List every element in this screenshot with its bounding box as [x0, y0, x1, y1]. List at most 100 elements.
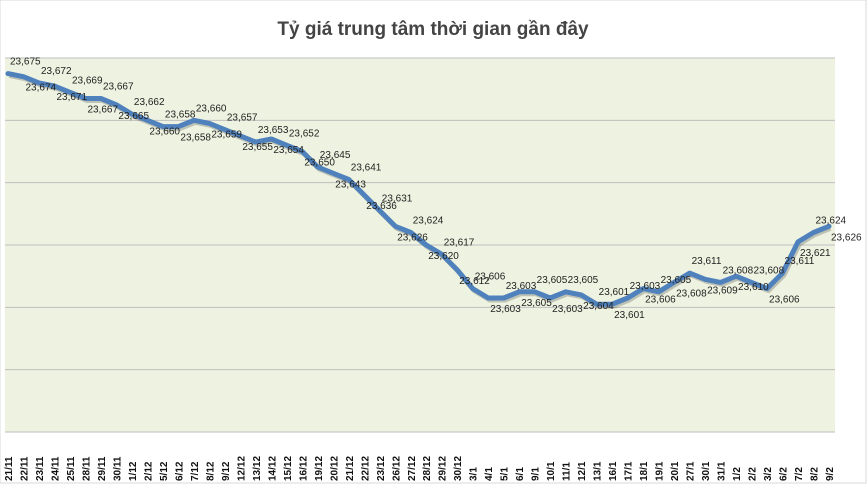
data-label: 23,659: [211, 129, 242, 140]
x-tick-label: 23/12: [376, 456, 387, 481]
x-tick-label: 7/2: [794, 467, 805, 481]
x-tick-label: 21/12: [345, 456, 356, 481]
data-label: 23,620: [428, 251, 459, 262]
x-tick-label: 1/2: [732, 467, 743, 481]
x-tick-label: 5/12: [159, 461, 170, 481]
data-label: 23,624: [413, 216, 444, 227]
marks: [5, 71, 832, 309]
x-tick-label: 26/12: [391, 456, 402, 481]
data-label: 23,603: [490, 304, 521, 315]
data-label: 23,603: [630, 281, 661, 292]
x-tick-label: 8/2: [810, 467, 821, 481]
x-tick-label: 8/12: [205, 461, 216, 481]
chart-title: Tỷ giá trung tâm thời gian gần đây: [277, 19, 589, 40]
x-tick-label: 27/1: [686, 461, 697, 481]
data-label: 23,650: [304, 158, 335, 169]
data-label: 23,601: [614, 310, 645, 321]
x-tick-label: 19/12: [314, 456, 325, 481]
data-label: 23,660: [149, 126, 180, 137]
x-tick-label: 2/2: [748, 467, 759, 481]
data-label: 23,608: [723, 265, 754, 276]
data-label: 23,655: [242, 142, 273, 153]
data-label: 23,604: [583, 301, 614, 312]
data-label: 23,603: [506, 281, 537, 292]
x-tick-label: 2/12: [143, 461, 154, 481]
x-tick-label: 7/12: [190, 461, 201, 481]
x-tick-label: 13/12: [252, 456, 263, 481]
data-label: 23,608: [676, 288, 707, 299]
data-line: [5, 71, 832, 307]
data-label: 23,605: [521, 298, 552, 309]
data-label: 23,658: [165, 110, 196, 121]
x-tick-label: 6/12: [174, 461, 185, 481]
x-tick-label: 16/1: [608, 461, 619, 481]
x-tick-label: 1/12: [128, 461, 139, 481]
data-label: 23,660: [196, 103, 227, 114]
x-tick-label: 21/11: [4, 456, 15, 481]
data-label: 23,624: [816, 216, 847, 227]
data-label: 23,606: [645, 295, 676, 306]
data-label: 23,662: [134, 97, 165, 108]
data-label: 23,605: [537, 275, 568, 286]
data-label: 23,611: [692, 256, 722, 267]
x-tick-label: 10/1: [546, 461, 557, 481]
x-tick-label: 22/11: [19, 456, 30, 481]
x-tick-label: 19/1: [655, 461, 666, 481]
grid: [5, 57, 835, 433]
x-tick-label: 9/12: [221, 461, 232, 481]
x-tick-label: 6/1: [515, 467, 526, 481]
data-label: 23,636: [366, 201, 397, 212]
data-label: 23,657: [227, 113, 258, 124]
data-label: 23,617: [444, 237, 475, 248]
x-tick-label: 12/1: [577, 461, 588, 481]
x-tick-label: 28/11: [81, 456, 92, 481]
data-label: 23,621: [800, 248, 831, 259]
x-tick-label: 22/12: [360, 456, 371, 481]
x-tick-label: 18/1: [639, 461, 650, 481]
data-label: 23,669: [72, 75, 103, 86]
x-tick-label: 11/1: [562, 462, 573, 481]
x-tick-label: 29/11: [97, 456, 108, 481]
data-label: 23,667: [103, 82, 134, 93]
x-tick-label: 9/2: [825, 467, 836, 481]
labels: 21/11 22/11 23/11 24/11 25/11 28/11 29/11 30/11…: [4, 57, 862, 481]
data-label: 23,610: [738, 282, 769, 293]
data-label: 23,601: [599, 287, 630, 298]
data-label: 23,606: [769, 295, 800, 306]
x-tick-label: 20/1: [670, 461, 681, 481]
x-tick-label: 23/11: [35, 456, 46, 481]
data-label: 23,643: [335, 179, 366, 190]
x-tick-label: 25/11: [66, 456, 77, 481]
x-tick-label: 17/1: [624, 461, 635, 481]
data-label: 23,626: [831, 232, 862, 243]
x-tick-label: 3/2: [763, 467, 774, 481]
x-tick-label: 24/11: [50, 456, 61, 481]
data-label: 23,674: [25, 83, 56, 94]
x-tick-label: 5/1: [500, 467, 511, 481]
data-label: 23,672: [41, 66, 72, 77]
data-label: 23,603: [552, 304, 583, 315]
data-label: 23,605: [661, 275, 692, 286]
x-tick-label: 9/1: [531, 467, 542, 481]
data-label: 23,608: [754, 265, 785, 276]
x-tick-label: 31/1: [717, 461, 728, 481]
data-label: 23,631: [382, 194, 413, 205]
x-tick-label: 3/1: [469, 467, 480, 481]
x-tick-label: 16/12: [298, 456, 309, 481]
x-tick-label: 14/12: [267, 456, 278, 481]
data-label: 23,645: [320, 150, 351, 161]
x-tick-label: 28/12: [422, 456, 433, 481]
data-label: 23,606: [475, 272, 506, 283]
data-label: 23,667: [87, 105, 118, 116]
data-label: 23,665: [118, 111, 149, 122]
x-tick-label: 13/1: [593, 461, 604, 481]
data-label: 23,605: [568, 275, 599, 286]
x-tick-label: 27/12: [407, 456, 418, 481]
x-tick-label: 4/1: [484, 467, 495, 481]
data-label: 23,653: [258, 125, 289, 136]
data-label: 23,612: [459, 276, 490, 287]
x-tick-label: 12/12: [236, 456, 247, 481]
data-label: 23,652: [289, 128, 320, 139]
data-label: 23,609: [707, 285, 738, 296]
